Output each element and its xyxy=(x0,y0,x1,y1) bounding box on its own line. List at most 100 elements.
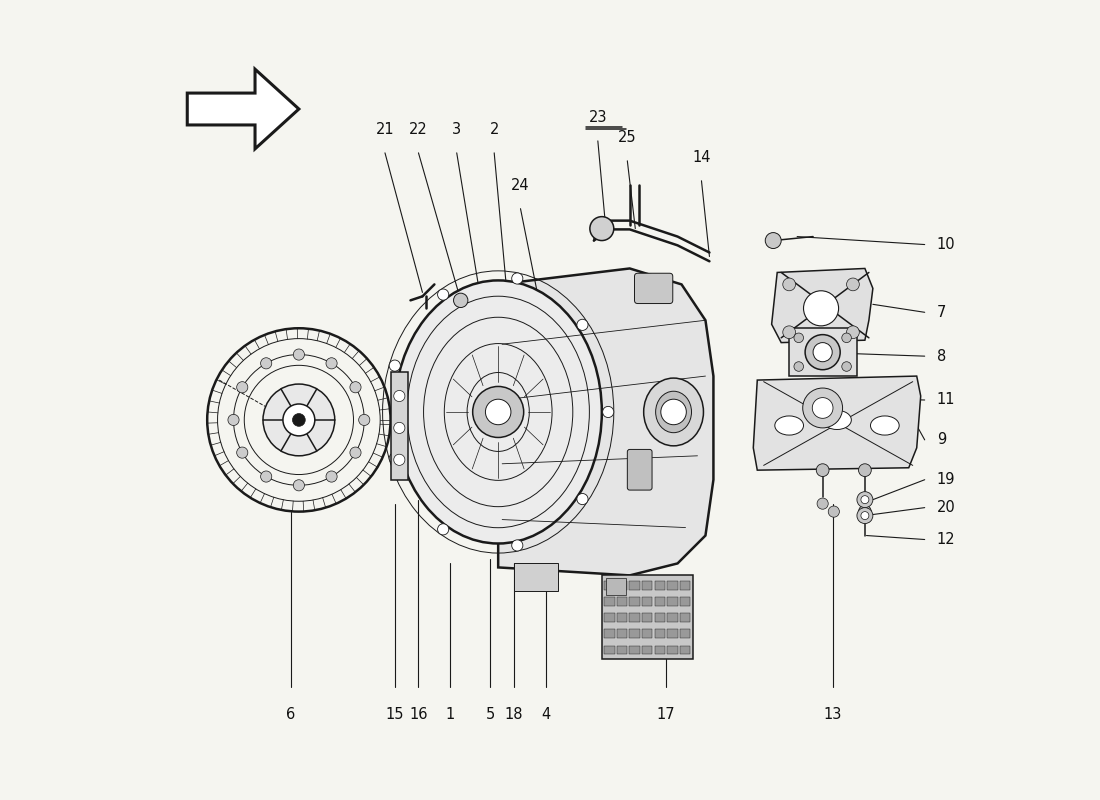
Bar xyxy=(629,646,640,654)
Circle shape xyxy=(394,422,405,434)
Circle shape xyxy=(817,498,828,510)
Text: 1: 1 xyxy=(446,707,455,722)
Polygon shape xyxy=(187,69,299,149)
Text: 15: 15 xyxy=(385,707,404,722)
Circle shape xyxy=(861,496,869,504)
Bar xyxy=(680,630,691,638)
Bar xyxy=(654,630,666,638)
Bar xyxy=(617,614,627,622)
Bar xyxy=(629,597,640,606)
Text: 2: 2 xyxy=(490,122,499,137)
Polygon shape xyxy=(514,563,558,591)
Circle shape xyxy=(858,506,871,518)
Bar xyxy=(668,597,678,606)
Circle shape xyxy=(857,508,873,523)
Circle shape xyxy=(590,217,614,241)
Circle shape xyxy=(812,398,833,418)
Circle shape xyxy=(438,524,449,535)
Bar xyxy=(654,597,666,606)
Circle shape xyxy=(794,362,803,371)
Bar xyxy=(668,581,678,590)
Text: 4: 4 xyxy=(541,707,551,722)
Circle shape xyxy=(803,290,838,326)
Text: 25: 25 xyxy=(618,130,637,145)
Circle shape xyxy=(350,382,361,393)
Circle shape xyxy=(453,293,468,307)
Circle shape xyxy=(576,494,588,505)
Circle shape xyxy=(326,358,337,369)
Bar xyxy=(680,614,691,622)
Circle shape xyxy=(603,406,614,418)
Circle shape xyxy=(326,471,337,482)
Ellipse shape xyxy=(395,281,602,543)
Circle shape xyxy=(783,278,795,290)
Circle shape xyxy=(847,278,859,290)
Circle shape xyxy=(813,342,833,362)
Text: 24: 24 xyxy=(512,178,530,193)
Polygon shape xyxy=(771,269,873,342)
Bar xyxy=(604,614,615,622)
Circle shape xyxy=(576,319,588,330)
Circle shape xyxy=(263,384,334,456)
Circle shape xyxy=(261,471,272,482)
Bar xyxy=(680,646,691,654)
Circle shape xyxy=(350,447,361,458)
Circle shape xyxy=(842,333,851,342)
Bar xyxy=(617,630,627,638)
Circle shape xyxy=(512,273,522,284)
Circle shape xyxy=(661,399,686,425)
Text: 9: 9 xyxy=(937,432,946,447)
Bar xyxy=(654,646,666,654)
Text: 3: 3 xyxy=(452,122,461,137)
Bar xyxy=(606,578,626,595)
Circle shape xyxy=(394,390,405,402)
Circle shape xyxy=(261,358,272,369)
Text: 21: 21 xyxy=(376,122,394,137)
Circle shape xyxy=(438,289,449,300)
Bar xyxy=(604,646,615,654)
Text: 10: 10 xyxy=(937,237,955,252)
Circle shape xyxy=(389,360,400,371)
Text: 12: 12 xyxy=(937,532,955,547)
Bar xyxy=(604,581,615,590)
FancyBboxPatch shape xyxy=(627,450,652,490)
Circle shape xyxy=(842,362,851,371)
Circle shape xyxy=(389,453,400,464)
Text: 13: 13 xyxy=(824,707,843,722)
Polygon shape xyxy=(498,269,714,575)
Ellipse shape xyxy=(644,378,704,446)
Bar xyxy=(668,646,678,654)
Circle shape xyxy=(228,414,239,426)
Bar xyxy=(617,581,627,590)
FancyBboxPatch shape xyxy=(635,274,673,303)
Circle shape xyxy=(803,388,843,428)
Bar xyxy=(789,328,857,376)
Circle shape xyxy=(861,512,869,519)
Text: 16: 16 xyxy=(409,707,428,722)
Bar xyxy=(629,614,640,622)
Bar xyxy=(629,630,640,638)
Circle shape xyxy=(805,334,840,370)
Circle shape xyxy=(794,333,803,342)
Bar xyxy=(654,614,666,622)
Bar xyxy=(642,614,652,622)
Circle shape xyxy=(847,326,859,338)
Ellipse shape xyxy=(870,416,899,435)
Circle shape xyxy=(485,399,510,425)
Text: 7: 7 xyxy=(937,305,946,320)
Bar xyxy=(604,597,615,606)
Bar xyxy=(668,630,678,638)
Bar xyxy=(602,575,693,659)
Bar xyxy=(390,372,408,480)
Circle shape xyxy=(828,506,839,517)
Circle shape xyxy=(359,414,370,426)
Circle shape xyxy=(294,480,305,491)
Text: 17: 17 xyxy=(657,707,675,722)
Bar xyxy=(642,597,652,606)
Bar xyxy=(642,581,652,590)
Text: 14: 14 xyxy=(692,150,711,165)
Bar xyxy=(680,597,691,606)
Circle shape xyxy=(816,464,829,477)
Text: 5: 5 xyxy=(485,707,495,722)
Text: 11: 11 xyxy=(937,393,955,407)
